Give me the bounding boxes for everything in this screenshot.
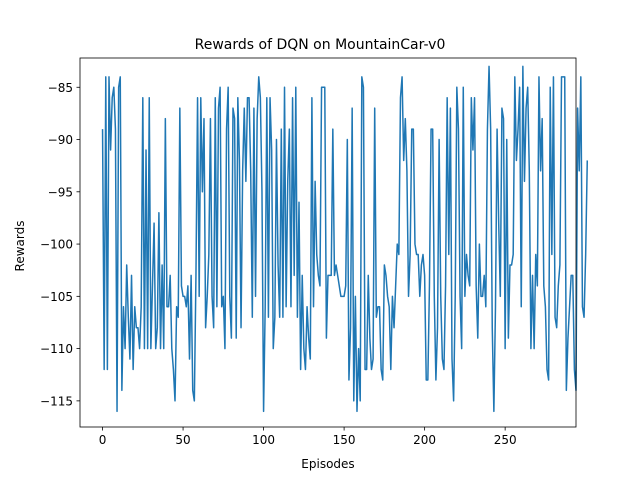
x-tick-label: 200 <box>413 433 436 447</box>
y-tick-label: −95 <box>48 185 73 199</box>
x-axis-label: Episodes <box>301 457 354 471</box>
series-line-0 <box>101 65 589 413</box>
chart-title: Rewards of DQN on MountainCar-v0 <box>195 37 446 53</box>
y-tick-label: −105 <box>40 290 73 304</box>
x-tick-label: 100 <box>252 433 275 447</box>
y-tick-label: −115 <box>40 394 73 408</box>
x-tick-label: 0 <box>99 433 107 447</box>
y-tick-label: −110 <box>40 342 73 356</box>
axes: 0 50 100 150 200 250 −85 −90 −95 −100 −105 −110 −115 <box>40 57 577 447</box>
x-tick-label: 250 <box>494 433 517 447</box>
x-tick-label: 150 <box>333 433 356 447</box>
y-tick-label: −85 <box>48 81 73 95</box>
y-axis-label: Rewards <box>13 221 27 272</box>
y-tick-label: −90 <box>48 133 73 147</box>
plot-frame <box>79 57 577 428</box>
x-tick-label: 50 <box>175 433 190 447</box>
y-tick-label: −100 <box>40 238 73 252</box>
plot-area <box>101 65 589 413</box>
